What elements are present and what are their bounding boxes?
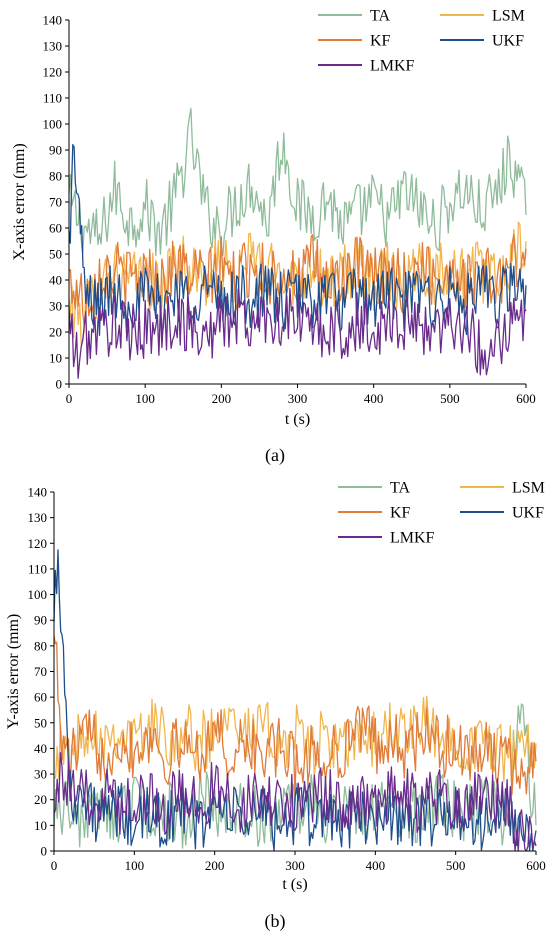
series-line-kf — [53, 635, 537, 796]
x-tick-label: 100 — [125, 858, 145, 873]
x-tick-label: 200 — [205, 858, 225, 873]
legend-label-lmkf: LMKF — [370, 58, 415, 75]
y-tick-label: 60 — [34, 690, 47, 705]
x-tick-label: 400 — [366, 858, 386, 873]
series-line-ukf — [68, 144, 527, 337]
y-tick-label: 100 — [28, 587, 48, 602]
legend-label-kf: KF — [370, 33, 391, 50]
y-tick-label: 10 — [49, 351, 62, 366]
y-tick-label: 100 — [43, 117, 63, 132]
y-tick-label: 50 — [34, 715, 47, 730]
y-tick-label: 70 — [49, 195, 62, 210]
y-tick-label: 120 — [28, 536, 48, 551]
y-tick-label: 0 — [41, 844, 48, 859]
legend-label-lsm: LSM — [512, 480, 545, 497]
x-tick-label: 300 — [288, 391, 308, 406]
chart-panel-a: 0 10 20 30 40 50 60 70 80 90 100 110 120 130 140 0 100 20… — [11, 8, 536, 467]
x-axis-label: t (s) — [285, 411, 310, 428]
series-line-lmkf — [53, 752, 537, 852]
y-tick-label: 20 — [34, 792, 47, 807]
x-tick-label: 0 — [51, 858, 58, 873]
series-line-ukf — [53, 549, 537, 852]
x-tick-label: 500 — [440, 391, 460, 406]
y-tick-label: 70 — [34, 664, 47, 679]
y-tick-label: 0 — [56, 377, 63, 392]
y-tick-label: 130 — [28, 510, 48, 525]
y-tick-label: 90 — [49, 143, 62, 158]
series-line-lmkf — [68, 287, 527, 379]
y-tick-label: 30 — [34, 767, 47, 782]
x-tick-label: 100 — [135, 391, 155, 406]
y-axis-label: X-axis error (mm) — [11, 143, 28, 260]
y-tick-label: 140 — [43, 13, 63, 28]
y-tick-label: 50 — [49, 247, 62, 262]
y-tick-label: 120 — [43, 65, 63, 80]
x-tick-label: 300 — [285, 858, 305, 873]
legend-label-ta: TA — [370, 8, 390, 25]
x-tick-label: 400 — [364, 391, 384, 406]
y-tick-label: 90 — [34, 613, 47, 628]
y-tick-label: 80 — [49, 169, 62, 184]
y-tick-label: 20 — [49, 325, 62, 340]
y-tick-label: 40 — [34, 741, 47, 756]
y-axis-label: Y-axis error (mm) — [5, 614, 22, 730]
legend-label-lmkf: LMKF — [390, 530, 435, 547]
y-tick-label: 40 — [49, 273, 62, 288]
panel-label: (b) — [265, 911, 286, 932]
y-tick-label: 10 — [34, 818, 47, 833]
x-tick-label: 200 — [212, 391, 232, 406]
y-tick-label: 60 — [49, 221, 62, 236]
x-tick-label: 600 — [526, 858, 546, 873]
legend-label-ukf: UKF — [512, 505, 544, 522]
y-tick-label: 30 — [49, 299, 62, 314]
legend-label-ukf: UKF — [492, 33, 524, 50]
x-axis-label: t (s) — [282, 876, 307, 893]
legend-label-ta: TA — [390, 480, 410, 497]
y-tick-label: 140 — [28, 485, 48, 500]
y-tick-label: 130 — [43, 39, 63, 54]
x-tick-label: 0 — [66, 391, 73, 406]
chart-panel-b: 0 10 20 30 40 50 60 70 80 90 100 110 120 130 140 0 100 20… — [5, 480, 546, 933]
series-line-ta — [68, 107, 527, 257]
legend-label-kf: KF — [390, 505, 411, 522]
y-tick-label: 110 — [43, 91, 62, 106]
legend-label-lsm: LSM — [492, 8, 525, 25]
x-tick-label: 500 — [446, 858, 466, 873]
y-tick-label: 80 — [34, 638, 47, 653]
x-tick-label: 600 — [516, 391, 536, 406]
y-tick-label: 110 — [28, 561, 47, 576]
panel-label: (a) — [265, 445, 285, 466]
